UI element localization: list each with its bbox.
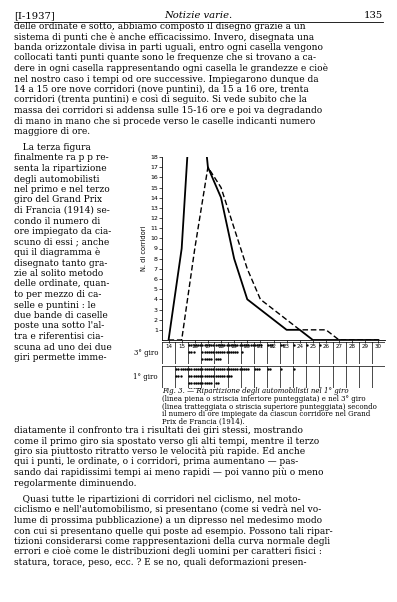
Text: delle ordinate, quan-: delle ordinate, quan- — [14, 279, 110, 288]
Text: selle e puntini : le: selle e puntini : le — [14, 300, 96, 309]
Text: nel primo e nel terzo: nel primo e nel terzo — [14, 185, 110, 194]
Text: 1° giro: 1° giro — [133, 373, 158, 381]
Text: scuno di essi ; anche: scuno di essi ; anche — [14, 238, 109, 246]
Text: banda orizzontale divisa in parti uguali, entro ogni casella vengono: banda orizzontale divisa in parti uguali… — [14, 43, 323, 52]
Text: qui i punti, le ordinate, o i corridori, prima aumentano — pas-: qui i punti, le ordinate, o i corridori,… — [14, 458, 298, 467]
Text: collocati tanti punti quante sono le frequenze che si trovano a ca-: collocati tanti punti quante sono le fre… — [14, 54, 316, 63]
Text: 3° giro: 3° giro — [133, 349, 158, 357]
Text: il numero di ore impiegate da ciascun corridore nel Grand: il numero di ore impiegate da ciascun co… — [162, 411, 370, 418]
Text: to per mezzo di ca-: to per mezzo di ca- — [14, 290, 101, 299]
Text: giro sia piuttosto ritratto verso le velocità più rapide. Ed anche: giro sia piuttosto ritratto verso le vel… — [14, 446, 305, 456]
Text: sistema di punti che è anche efficacissimo. Invero, disegnata una: sistema di punti che è anche efficacissi… — [14, 32, 314, 42]
Text: Quasi tutte le ripartizioni di corridori nel ciclismo, nel moto-: Quasi tutte le ripartizioni di corridori… — [14, 495, 301, 504]
Text: Notizie varie.: Notizie varie. — [164, 11, 233, 20]
Text: disegnato tanto gra-: disegnato tanto gra- — [14, 258, 107, 267]
Text: tizioni considerarsi come rappresentazioni della curva normale degli: tizioni considerarsi come rappresentazio… — [14, 537, 330, 546]
Text: qui il diagramma è: qui il diagramma è — [14, 247, 100, 257]
Text: con cui si presentano quelle qui poste ad esempio. Possono tali ripar-: con cui si presentano quelle qui poste a… — [14, 527, 333, 536]
Text: come il primo giro sia spostato verso gli alti tempi, mentre il terzo: come il primo giro sia spostato verso gl… — [14, 436, 319, 445]
Text: 14 a 15 ore nove corridori (nove puntini), da 15 a 16 ore, trenta: 14 a 15 ore nove corridori (nove puntini… — [14, 85, 309, 94]
Text: zie al solito metodo: zie al solito metodo — [14, 269, 103, 278]
Text: sando dai rapidissimi tempi ai meno rapidi — poi vanno più o meno: sando dai rapidissimi tempi ai meno rapi… — [14, 468, 324, 477]
Text: (linea piena o striscia inferiore punteggiata) e nel 3° giro: (linea piena o striscia inferiore punteg… — [162, 395, 366, 403]
Text: lume di prossima pubblicazione) a un dipresso nel medesimo modo: lume di prossima pubblicazione) a un dip… — [14, 516, 322, 525]
Text: degli automobilisti: degli automobilisti — [14, 175, 100, 184]
Text: di mano in mano che si procede verso le caselle indicanti numero: di mano in mano che si procede verso le … — [14, 117, 315, 125]
Text: 135: 135 — [364, 11, 383, 20]
Text: [I-1937]: [I-1937] — [14, 11, 55, 20]
Text: giri permette imme-: giri permette imme- — [14, 353, 106, 362]
Text: regolarmente diminuendo.: regolarmente diminuendo. — [14, 479, 137, 488]
Text: senta la ripartizione: senta la ripartizione — [14, 164, 107, 173]
Text: La terza figura: La terza figura — [14, 143, 91, 152]
Text: di Francia (1914) se-: di Francia (1914) se- — [14, 206, 110, 215]
Y-axis label: N. di corridori: N. di corridori — [141, 226, 147, 271]
Text: errori e cioè come le distribuzioni degli uomini per caratteri fisici :: errori e cioè come le distribuzioni degl… — [14, 547, 322, 556]
Text: finalmente ra p p re-: finalmente ra p p re- — [14, 154, 109, 163]
Text: delle ordinate e sotto, abbiamo composto il disegno grazie a un: delle ordinate e sotto, abbiamo composto… — [14, 22, 306, 31]
Text: ore impiegato da cia-: ore impiegato da cia- — [14, 227, 111, 236]
Text: maggiore di ore.: maggiore di ore. — [14, 127, 90, 136]
Text: massa dei corridori si addensa sulle 15-16 ore e poi va degradando: massa dei corridori si addensa sulle 15-… — [14, 106, 322, 115]
Text: ciclismo e nell'automobilismo, si presentano (come si vedrà nel vo-: ciclismo e nell'automobilismo, si presen… — [14, 504, 321, 515]
Text: statura, torace, peso, ecc. ? E se no, quali deformazioni presen-: statura, torace, peso, ecc. ? E se no, q… — [14, 558, 306, 567]
Text: poste una sotto l'al-: poste una sotto l'al- — [14, 321, 104, 330]
Text: giro del Grand Prix: giro del Grand Prix — [14, 196, 102, 205]
Text: nel nostro caso i tempi od ore successive. Impiegarono dunque da: nel nostro caso i tempi od ore successiv… — [14, 75, 319, 84]
Text: tra e riferentisi cia-: tra e riferentisi cia- — [14, 332, 104, 341]
Text: due bande di caselle: due bande di caselle — [14, 311, 108, 320]
Text: Prix de Francia (1914).: Prix de Francia (1914). — [162, 418, 245, 426]
Text: dere in ogni casella rappresentando ogni casella le grandezze e cioè: dere in ogni casella rappresentando ogni… — [14, 63, 328, 73]
Text: diatamente il confronto tra i risultati dei giri stessi, mostrando: diatamente il confronto tra i risultati … — [14, 426, 303, 435]
Text: scuna ad uno dei due: scuna ad uno dei due — [14, 343, 112, 352]
Text: condo il numero di: condo il numero di — [14, 217, 100, 226]
Text: corridori (trenta puntini) e così di seguito. Si vede subito che la: corridori (trenta puntini) e così di seg… — [14, 95, 307, 105]
Text: Fig. 3. — Ripartizione degli automobilisti nel 1° giro: Fig. 3. — Ripartizione degli automobilis… — [162, 387, 349, 395]
Text: (linea tratteggiata o striscia superiore punteggiata) secondo: (linea tratteggiata o striscia superiore… — [162, 403, 377, 411]
